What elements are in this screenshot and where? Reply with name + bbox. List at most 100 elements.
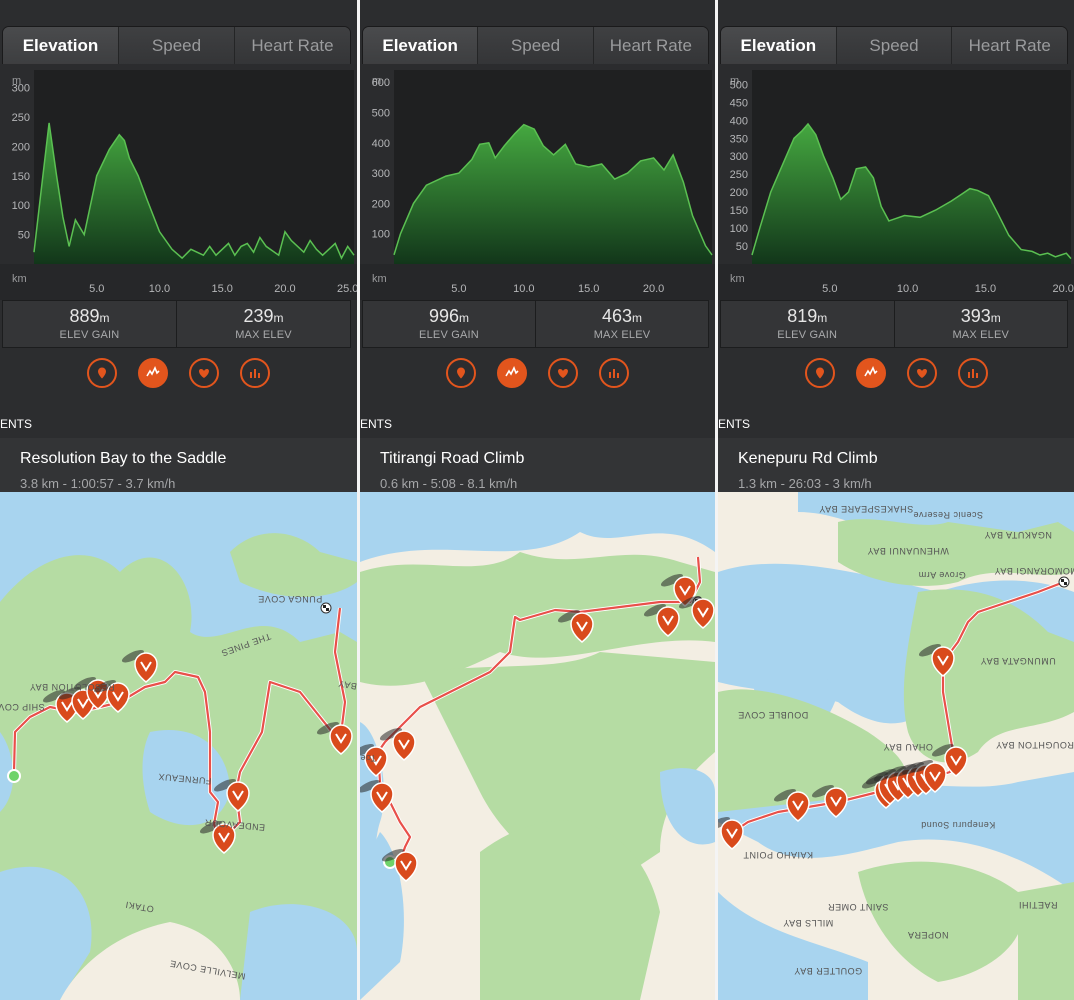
segment-pin-icon[interactable] [810, 783, 848, 818]
route-map[interactable]: SHAKESPEARE BAY Scenic Reserve NGAKUTA BAY… [718, 492, 1074, 1000]
y-axis-unit: m [372, 75, 381, 87]
tab-elevation[interactable]: Elevation [363, 27, 478, 65]
heart-icon [199, 369, 209, 378]
segment-pin-icon[interactable] [677, 594, 715, 629]
segment-stats: 3.8 km - 1:00:57 - 3.7 km/h [20, 476, 176, 491]
elevation-line [751, 122, 1072, 260]
segment-pin-icon[interactable] [315, 720, 353, 755]
tab-speed[interactable]: Speed [835, 27, 952, 65]
segment-row[interactable]: Kenepuru Rd Climb 1.3 km - 26:03 - 3 km/h [718, 438, 1074, 492]
segment-pin-icon[interactable] [212, 777, 250, 812]
tab-elevation[interactable]: Elevation [721, 27, 836, 65]
x-tick-label: 5.0 [451, 283, 466, 295]
map-label: OTAKI [124, 900, 154, 915]
water-area [360, 492, 715, 562]
stat-value: 819 [787, 306, 818, 326]
tab-heart-rate[interactable]: Heart Rate [592, 27, 708, 65]
segments-icon [457, 367, 465, 379]
segment-pin-icon[interactable] [360, 778, 394, 813]
chart-tabs: Elevation Speed Heart Rate [720, 26, 1068, 66]
heart-button[interactable] [548, 358, 578, 388]
elevation-chart-svg: m 100 200 300 400 500 600 km 5.0 10.0 15.0 20.0 [360, 64, 715, 300]
segment-pin-icon[interactable] [909, 758, 947, 793]
section-label: ENTS [0, 417, 33, 431]
segment-pin-icon[interactable] [120, 648, 158, 683]
segments-button[interactable] [804, 358, 835, 388]
map-label: BAY [337, 678, 357, 691]
activity-panel-1: Elevation Speed Heart Rate m 50 100 150 200 250 3… [0, 0, 357, 1000]
map-label: Scenic Reserve [913, 510, 983, 520]
segment-pin-icon[interactable] [380, 847, 418, 882]
tab-heart-rate[interactable]: Heart Rate [951, 27, 1067, 65]
y-tick-label: 300 [372, 168, 390, 180]
y-tick-label: 100 [730, 223, 748, 235]
tab-heart-rate[interactable]: Heart Rate [234, 27, 350, 65]
segment-name: Kenepuru Rd Climb [738, 450, 878, 467]
map-label: NGAKUTA BAY [984, 530, 1052, 540]
segments-button[interactable] [446, 358, 476, 388]
elev-gain-stat: 819m ELEV GAIN [720, 300, 895, 348]
map-label: KAIAHO POINT [743, 850, 813, 860]
segment-pin-icon[interactable] [772, 787, 810, 822]
segment-pin-icon[interactable] [556, 608, 594, 643]
segment-pin-icon[interactable] [198, 819, 236, 854]
segment-pin-icon[interactable] [378, 726, 416, 761]
elevation-chart: m 100 200 300 400 500 600 km 5.0 10.0 15.0 20.0 [360, 64, 715, 300]
route-map[interactable]: Toe [360, 492, 715, 1000]
bar-chart-button[interactable] [957, 358, 988, 388]
bar-chart-button[interactable] [240, 358, 270, 388]
stat-value: 393 [960, 306, 991, 326]
segment-pin-icon[interactable] [917, 642, 955, 677]
elevation-icon [505, 366, 519, 377]
map-label: GOULTER BAY [794, 966, 862, 976]
elevation-button[interactable] [138, 358, 168, 388]
bar-chart-button[interactable] [599, 358, 629, 388]
segment-pin-icon[interactable] [718, 815, 744, 850]
elevation-button[interactable] [855, 358, 886, 388]
y-tick-label: 300 [730, 151, 748, 163]
segment-pin-icon[interactable] [642, 602, 680, 637]
tab-speed[interactable]: Speed [118, 27, 234, 65]
view-toggle-icons [718, 358, 1074, 388]
map-label: SHAKESPEARE BAY [819, 504, 913, 514]
stats-row: 819m ELEV GAIN 393m MAX ELEV [720, 300, 1068, 348]
stats-row: 889m ELEV GAIN 239m MAX ELEV [2, 300, 351, 348]
park-area [1018, 882, 1074, 1000]
segment-pin-icon[interactable] [92, 678, 130, 713]
map-label: OHAU BAY [883, 742, 933, 752]
stat-label: ELEV GAIN [777, 329, 838, 341]
collage-divider [715, 0, 718, 1000]
heart-button[interactable] [906, 358, 937, 388]
elevation-chart: m 50 100 150 200 250 300 350 400 450 500 km 5.0 10.0 1… [718, 64, 1074, 300]
tab-elevation[interactable]: Elevation [3, 27, 118, 65]
map-label: MOMORANGI BAY [994, 566, 1074, 576]
map-label: NOPERA [907, 930, 948, 940]
segment-row[interactable]: Titirangi Road Climb 0.6 km - 5:08 - 8.1 … [360, 438, 715, 492]
map-label: MILLS BAY [783, 918, 833, 928]
segment-name: Titirangi Road Climb [380, 450, 525, 467]
segments-button[interactable] [87, 358, 117, 388]
water-area [240, 904, 357, 1000]
activity-stats: Elevation Speed Heart Rate m 100 200 300 400 500… [360, 0, 715, 492]
segment-row[interactable]: Resolution Bay to the Saddle 3.8 km - 1:0… [0, 438, 357, 492]
heart-button[interactable] [189, 358, 219, 388]
elevation-chart-svg: m 50 100 150 200 250 300 km 5.0 10.0 15.0 20.0 25.0 [0, 64, 357, 300]
finish-flag-icon [1058, 576, 1070, 588]
segment-pin-icon[interactable] [930, 742, 968, 777]
tab-speed[interactable]: Speed [477, 27, 593, 65]
y-tick-label: 200 [372, 198, 390, 210]
stat-label: ELEV GAIN [419, 329, 479, 341]
stat-unit: m [273, 311, 284, 325]
route-map[interactable]: PUNGA COVE THE PINES RESOLUTION BAY SHIP CO… [0, 492, 357, 1000]
elevation-button[interactable] [497, 358, 527, 388]
segment-pin-icon[interactable] [360, 742, 388, 777]
map-label: DOUBLE COVE [738, 710, 809, 720]
x-axis-unit: km [730, 273, 745, 285]
stat-value: 996 [428, 306, 460, 326]
segment-name: Resolution Bay to the Saddle [20, 450, 227, 467]
x-axis-unit: km [372, 273, 387, 285]
x-tick-label: 15.0 [212, 283, 233, 295]
map-label: PUNGA COVE [258, 594, 323, 604]
collage-divider [357, 0, 360, 1000]
heart-icon [558, 369, 568, 378]
